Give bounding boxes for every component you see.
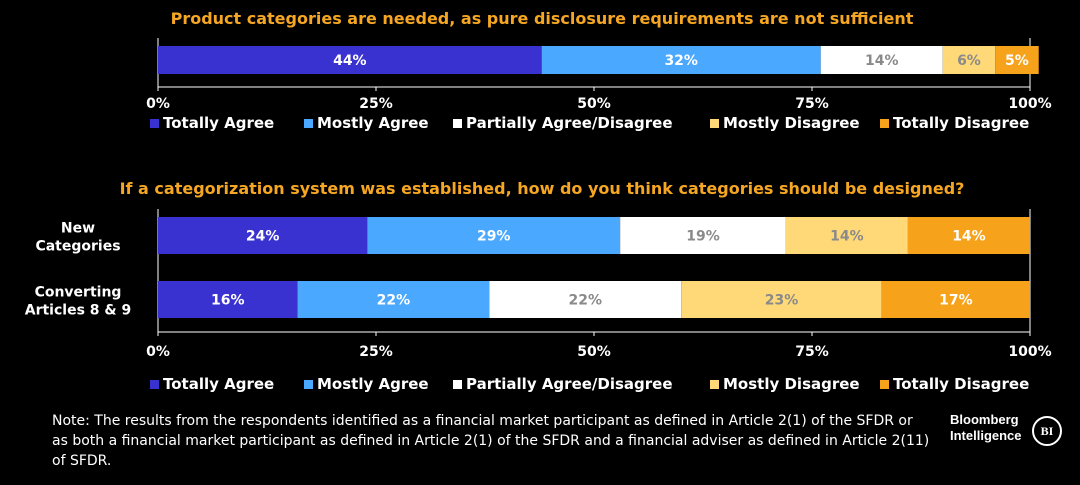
legend-label: Totally Agree [163,114,274,132]
legend-label: Totally Disagree [893,114,1029,132]
category-label-line: Categories [35,239,120,255]
category-label: New Categories [35,221,120,255]
legend-swatch [304,119,313,128]
legend-swatch [710,119,719,128]
legend-swatch [150,119,159,128]
bar-segment [158,281,298,318]
x-tick-label: 0% [146,344,170,360]
bar-value-label: 5% [1005,53,1029,69]
bloomberg-intelligence-logo: Bloomberg Intelligence BI [950,412,1070,452]
bar-value-label: 17% [939,293,973,309]
category-label-line: New [61,221,95,237]
bar-value-label: 14% [865,53,899,69]
legend-swatch [304,380,313,389]
x-tick-label: 0% [146,96,170,112]
x-tick-label: 50% [577,344,611,360]
legend-label: Partially Agree/Disagree [466,375,673,393]
category-label-line: Articles 8 & 9 [25,303,131,319]
chart-category-design: If a categorization system was establish… [25,179,1052,393]
legend-label: Mostly Agree [317,375,429,393]
bar-segment [158,46,542,74]
x-tick-label: 25% [359,96,393,112]
legend-label: Totally Disagree [893,375,1029,393]
bar-segment [881,281,1030,318]
bar-segment [367,217,621,254]
bar-value-label: 29% [477,229,511,245]
logo-line-2: Intelligence [950,428,1022,443]
chart-title: If a categorization system was establish… [120,179,965,198]
bar-segment [820,46,943,74]
bar-value-label: 19% [686,229,720,245]
x-tick-label: 25% [359,344,393,360]
bar-value-label: 22% [569,293,603,309]
bar-value-label: 23% [765,293,799,309]
chart-title: Product categories are needed, as pure d… [171,9,914,28]
bar-segment [489,281,682,318]
legend-label: Mostly Agree [317,114,429,132]
logo-text: Bloomberg Intelligence [950,412,1022,444]
legend-label: Mostly Disagree [723,114,860,132]
legend-swatch [880,380,889,389]
bar-segment [297,281,490,318]
bar-value-label: 16% [211,293,245,309]
bar-segment [681,281,882,318]
bar-value-label: 24% [246,229,280,245]
bi-badge-icon: BI [1032,416,1062,446]
bar-segment [541,46,821,74]
bar-value-label: 32% [664,53,698,69]
chart-product-categories: Product categories are needed, as pure d… [146,9,1052,132]
category-label: Converting Articles 8 & 9 [25,285,131,319]
footnote: Note: The results from the respondents i… [52,413,930,469]
x-tick-label: 100% [1008,96,1051,112]
logo-line-1: Bloomberg [950,412,1019,427]
legend-swatch [710,380,719,389]
bar-value-label: 44% [333,53,367,69]
legend-swatch [453,380,462,389]
legend-label: Totally Agree [163,375,274,393]
x-tick-label: 75% [795,96,829,112]
legend-label: Mostly Disagree [723,375,860,393]
bar-segment [620,217,786,254]
bar-value-label: 14% [830,229,864,245]
bar-value-label: 14% [952,229,986,245]
x-tick-label: 50% [577,96,611,112]
x-tick-label: 100% [1008,344,1051,360]
category-label-line: Converting [35,285,122,301]
legend-swatch [880,119,889,128]
bar-segment [995,46,1039,74]
bar-value-label: 22% [377,293,411,309]
x-tick-label: 75% [795,344,829,360]
legend-label: Partially Agree/Disagree [466,114,673,132]
legend-swatch [150,380,159,389]
bar-segment [907,217,1030,254]
bar-segment [158,217,368,254]
bar-segment [785,217,908,254]
bar-segment [942,46,996,74]
bar-value-label: 6% [957,53,981,69]
legend-swatch [453,119,462,128]
